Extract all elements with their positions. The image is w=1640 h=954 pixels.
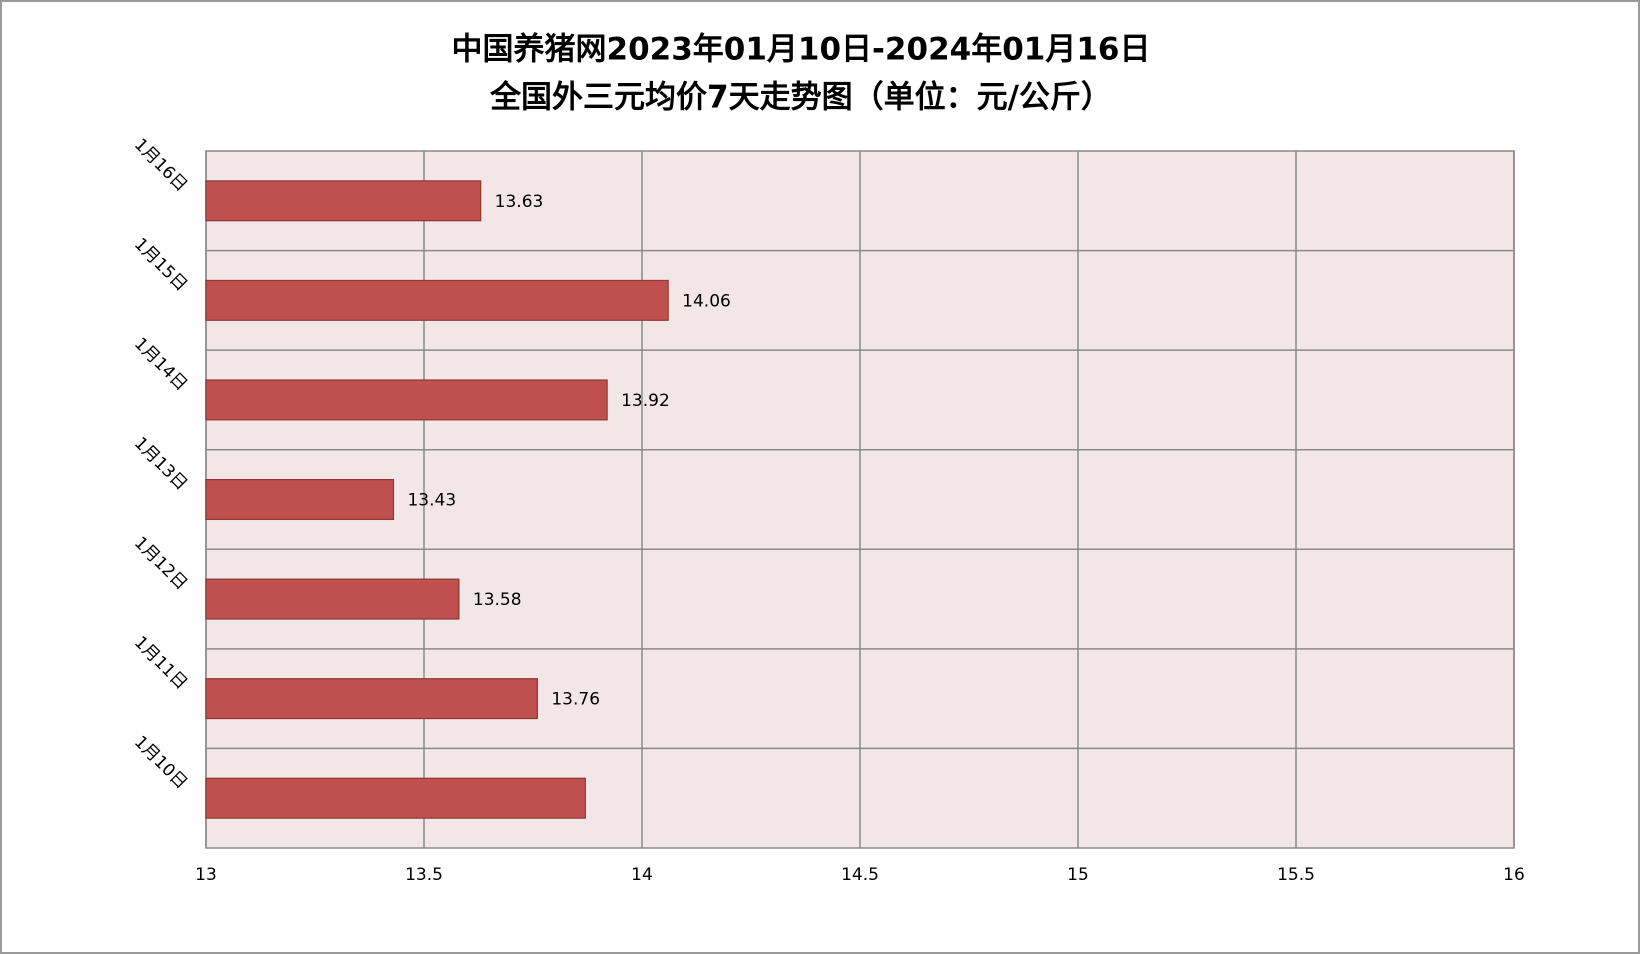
bar: [205, 578, 460, 620]
x-tick-label: 15: [1067, 865, 1089, 885]
data-label: 13.92: [621, 391, 670, 411]
x-tick-label: 14.5: [841, 865, 879, 885]
chart-subtitle: 全国外三元均价7天走势图（单位：元/公斤）: [489, 80, 1112, 116]
data-label: 13.58: [473, 590, 522, 610]
data-label: 13.63: [495, 192, 544, 212]
x-tick-label: 14: [631, 865, 653, 885]
data-label: 13.76: [551, 690, 600, 710]
x-tick-label: 13: [195, 865, 217, 885]
data-label: 13.43: [407, 491, 456, 511]
bar: [205, 180, 482, 222]
x-tick-label: 13.5: [405, 865, 443, 885]
bar: [205, 478, 395, 521]
bar: [205, 678, 538, 720]
bar: [205, 279, 669, 321]
chart-title: 中国养猪网2023年01月10日-2024年01月16日: [452, 32, 1151, 68]
data-label: 14.06: [682, 291, 731, 311]
bar: [205, 777, 586, 819]
x-tick-label: 15.5: [1277, 865, 1315, 885]
x-tick-label: 16: [1503, 865, 1525, 885]
bar: [205, 379, 608, 421]
